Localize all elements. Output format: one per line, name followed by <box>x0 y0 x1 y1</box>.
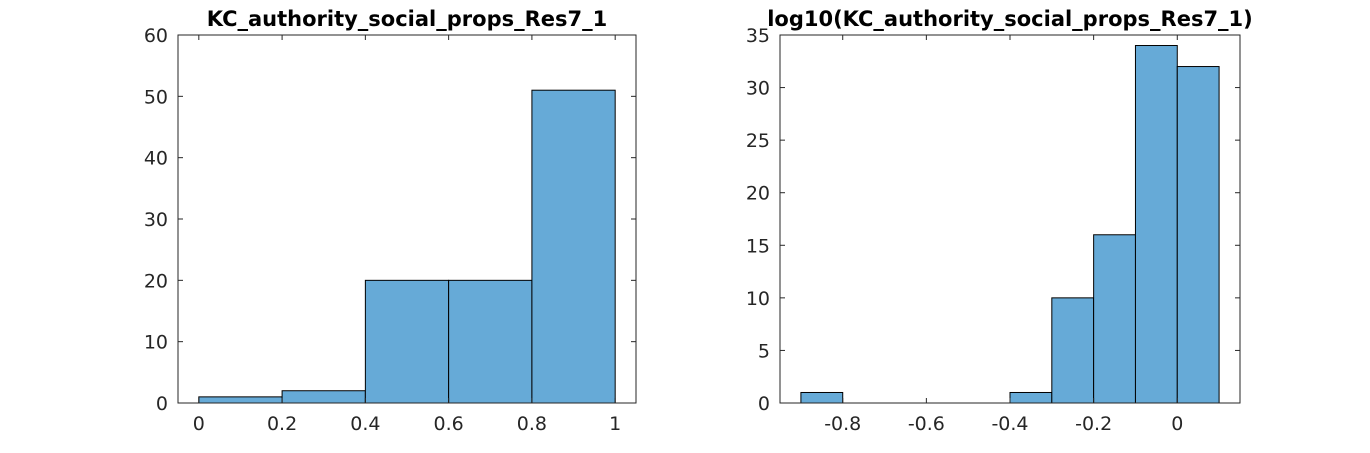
x-tick-label: -0.4 <box>991 413 1028 435</box>
y-tick-label: 30 <box>144 209 168 231</box>
y-tick-label: 35 <box>746 25 770 47</box>
histogram-bar <box>1176 66 1220 404</box>
histogram-bar <box>448 279 533 404</box>
x-tick-label: -0.8 <box>824 413 861 435</box>
y-tick-label: 40 <box>144 148 168 170</box>
chart-title-right: log10(KC_authority_social_props_Res7_1) <box>767 7 1253 31</box>
y-tick-label: 60 <box>144 25 168 47</box>
y-tick-label: 30 <box>746 78 770 100</box>
x-tick-label: 0 <box>193 413 205 435</box>
histogram-bar <box>1093 234 1136 404</box>
histogram-bar <box>198 396 283 404</box>
y-tick-label: 15 <box>746 235 770 257</box>
y-tick-label: 10 <box>144 332 168 354</box>
histogram-bar <box>1009 391 1053 404</box>
y-tick-label: 20 <box>746 183 770 205</box>
chart-title-left: KC_authority_social_props_Res7_1 <box>207 7 608 31</box>
y-tick-label: 25 <box>746 130 770 152</box>
x-tick-label: 0.2 <box>267 413 297 435</box>
y-tick-label: 5 <box>758 340 770 362</box>
y-tick-label: 0 <box>758 393 770 415</box>
y-tick-label: 10 <box>746 288 770 310</box>
x-tick-label: 0.6 <box>434 413 464 435</box>
histogram-bar <box>281 390 366 404</box>
x-tick-label: 0.4 <box>350 413 380 435</box>
y-tick-label: 0 <box>156 393 168 415</box>
x-tick-label: -0.2 <box>1075 413 1112 435</box>
x-tick-label: 0 <box>1171 413 1183 435</box>
histogram-bar <box>800 391 844 404</box>
histogram-bar <box>1051 297 1095 404</box>
histogram-bar <box>531 89 616 404</box>
histogram-bar <box>1134 45 1178 404</box>
x-tick-label: -0.6 <box>908 413 945 435</box>
y-tick-label: 50 <box>144 86 168 108</box>
histogram-right: log10(KC_authority_social_props_Res7_1) … <box>746 7 1253 435</box>
y-tick-label: 20 <box>144 270 168 292</box>
x-tick-label: 0.8 <box>517 413 547 435</box>
histogram-bar <box>364 279 450 404</box>
histogram-left: KC_authority_social_props_Res7_1 0 0.2 0.4… <box>144 7 637 435</box>
x-tick-label: 1 <box>609 413 621 435</box>
